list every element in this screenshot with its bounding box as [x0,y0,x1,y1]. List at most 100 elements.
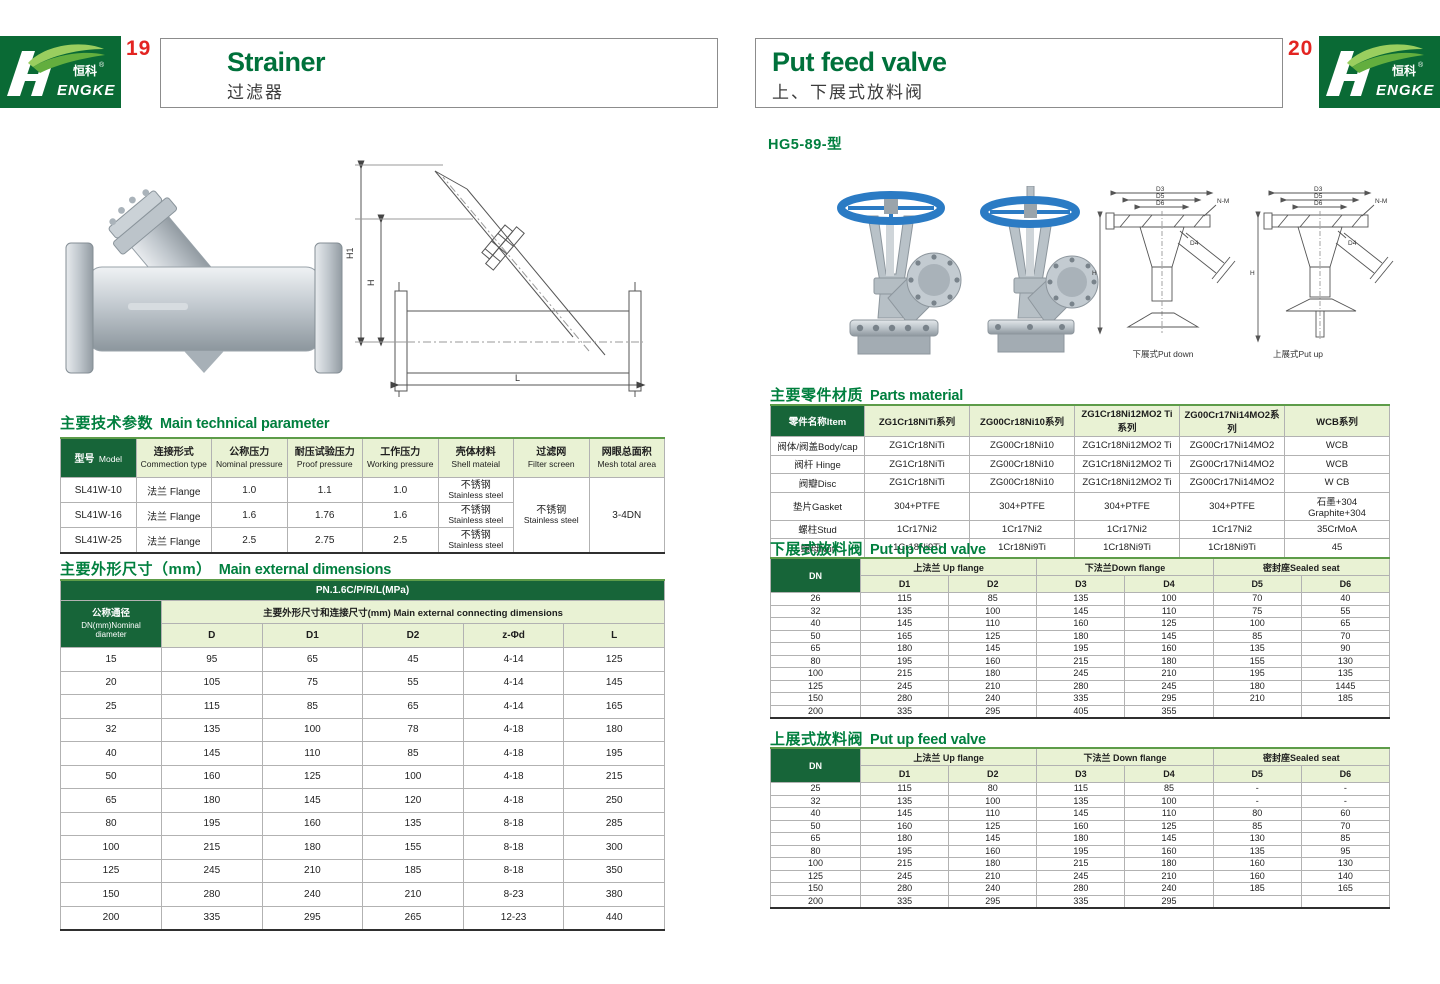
table-cell: 65 [770,832,861,846]
group-header-up-flange: 上法兰 Up flange [859,747,1038,766]
table-cell: 210 [948,679,1038,693]
table-cell: 180 [859,642,950,656]
table-cell: 135 [859,604,950,618]
table-row: 垫片Gasket 304+PTFE 304+PTFE 304+PTFE 304+PTFE… [770,491,1390,521]
table-cell: 85 [948,592,1038,606]
dim-label-d5: D5 [1156,193,1165,200]
table-cell: 1.0 [211,477,288,503]
table-cell: 110 [1124,807,1214,821]
model-label: HG5-89-型 [768,137,843,153]
table-cell: 55 [1300,604,1391,618]
column-header-d4: D4 [1124,765,1214,783]
table-cell: 1.1 [286,477,363,503]
table-cell: 75 [1212,604,1302,618]
table-cell: 160 [948,844,1038,858]
table-row: 125 245 210 280 245 180 1445 [770,679,1391,693]
section-title-en: Main technical parameter [160,416,330,432]
table-row: 32 135 100 135 100- - [770,794,1391,808]
column-header-series-wcb: WCB系列 [1284,404,1390,437]
table-cell: 阀瓣Disc [770,473,865,493]
column-header-d: D [161,623,263,648]
table-cell: 70 [1300,819,1391,833]
table-cell: 245 [1124,679,1214,693]
section-title-put-down-valve: 下展式放料阀 Put up feed valve [770,538,986,559]
table-cell: 215 [1036,654,1126,668]
table-cell: 160 [1212,857,1302,871]
column-header-filter-screen: 过滤网 Filter screen [513,437,590,478]
table-row: 25 115 80 115 85- - [770,782,1391,796]
table-row: SL41W-16 法兰 Flange 1.6 1.76 1.6 不锈钢 Stain… [60,502,665,528]
table-cell: 200 [770,894,861,909]
table-cell: 100 [770,857,861,871]
table-cell: 50 [770,819,861,833]
table-cell: 50 [770,629,861,643]
table-cell: 65 [60,788,162,813]
table-cell: 304+PTFE [1179,491,1285,521]
table-cell: 335 [161,905,263,931]
dim-label-h: H [1092,270,1097,277]
logo-reg-mark: ® [1418,61,1424,69]
table-cell: 210 [1124,869,1214,883]
table-cell: SL41W-16 [60,502,137,528]
table-cell: 95 [161,647,263,672]
table-cell: 85 [1212,819,1302,833]
column-header-d1: D1 [859,765,950,783]
page-number-right: 20 [1288,37,1314,60]
table-cell: 85 [261,694,364,719]
table-cell: 螺柱Stud [770,519,865,539]
table-row: 150 280 240 210 8-23 380 [60,882,665,907]
table-cell: 125 [770,679,861,693]
table-cell: ZG1Cr18NiTi [864,436,970,456]
column-header-d5: D5 [1212,765,1302,783]
group-header-down-flange: 下法兰Down flange [1036,557,1214,576]
table-row: 125 245 210 185 8-18 350 [60,858,665,883]
table-cell: 110 [948,807,1038,821]
table-cell: 130 [1212,832,1302,846]
dim-label-l: L [515,373,520,383]
table-cell: 150 [770,882,861,896]
page-title-en-left: Strainer [227,47,326,77]
column-header-item: 零件名称Item [770,404,865,437]
table-cell: 160 [1124,844,1214,858]
section-title-cn: 主要零件材质 [770,387,864,404]
page-title-box-right: Put feed valve 上、下展式放料阀 [755,38,1283,108]
table-cell: 240 [948,692,1038,706]
table-cell: 35CrMoA [1284,519,1390,539]
table-cell: 1.6 [211,502,288,528]
table-row: 32 135 100 78 4-18 180 [60,717,665,742]
table-cell: 100 [60,835,162,860]
valve-photos [828,186,1100,378]
column-header-d5: D5 [1212,575,1302,593]
table-row: 200 335 295 265 12-23 440 [60,905,665,931]
table-cell: 150 [60,882,162,907]
table-cell: 195 [1036,642,1126,656]
table-cell: 300 [563,835,665,860]
valve-drawings-icon: D3 D5 D6 N-M D4 H [1092,186,1394,343]
table-cell: 45 [362,647,464,672]
column-header-zd: z-Φd [462,623,565,648]
table-cell: ZG1Cr18Ni12MO2 Ti [1074,436,1180,456]
table-cell: 8-18 [462,811,565,836]
table-cell: 12-23 [462,905,565,931]
table-cell: ZG00Cr18Ni10 [969,454,1075,474]
table-cell: 100 [362,764,464,789]
table-cell: 4-14 [462,647,565,672]
table-cell: 65 [261,647,364,672]
table-row: 65 180 145 120 4-18 250 [60,788,665,813]
table-row: 螺母Nut 1Cr18Ni9Ti 1Cr18Ni9Ti 1Cr18Ni9Ti 1Cr18… [770,538,1390,558]
dim-label-h: H [366,280,376,287]
table-row: 200 335 295 405 355 [770,704,1391,719]
group-header-sealed-seat: 密封座Sealed seat [1212,747,1391,766]
table-row: 阀瓣Disc ZG1Cr18NiTi ZG00Cr18Ni10 ZG1Cr18Ni12… [770,473,1390,493]
valve-photos-icon [837,186,1099,355]
table-header-row: D1 D2 D3 D4 D5 D6 [771,575,1391,593]
table-cell: 100 [1124,794,1214,808]
table-cell: SL41W-25 [60,527,137,554]
table-row: 阀体/阀盖Body/cap ZG1Cr18NiTi ZG00Cr18Ni10 ZG1C… [770,436,1390,456]
table-row: 32 135 100 145 110 75 55 [770,604,1391,618]
column-header-series-2: ZG00Cr18Ni10系列 [969,404,1075,437]
table-cell: 145 [563,670,665,695]
table-cell: 65 [362,694,464,719]
table-cell: 135 [1036,592,1126,606]
